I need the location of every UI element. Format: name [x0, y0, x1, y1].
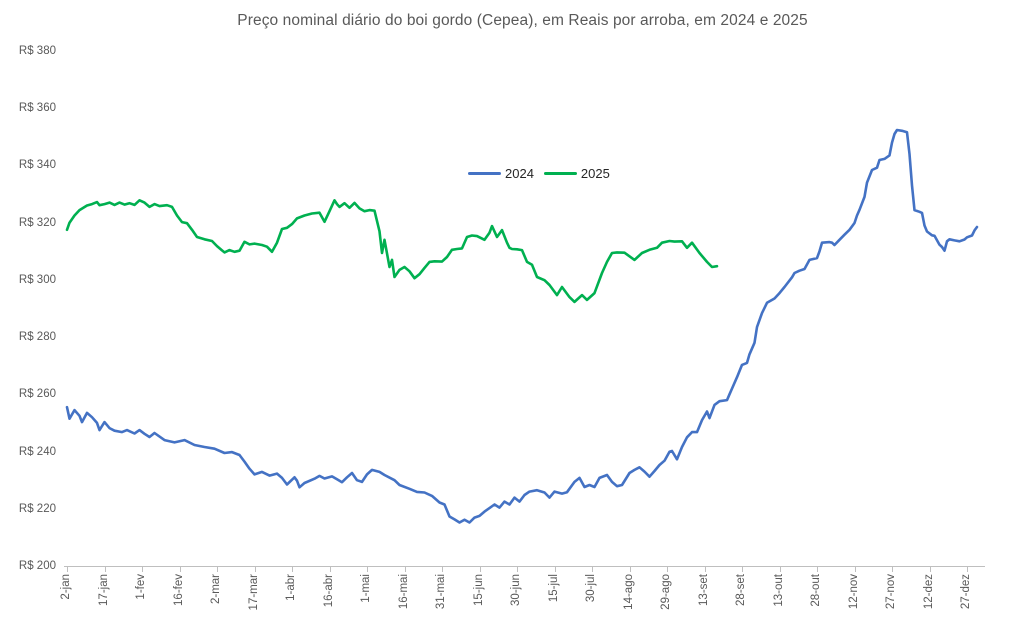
x-axis-tick — [217, 566, 218, 572]
x-axis-label: 28-out — [810, 574, 822, 607]
legend-label-2024: 2024 — [505, 166, 534, 181]
x-axis-tick — [479, 566, 481, 572]
x-axis-tick — [367, 566, 368, 572]
x-axis-tick — [442, 566, 443, 572]
x-axis-tick — [742, 566, 743, 572]
x-axis-label: 12-dez — [922, 574, 935, 610]
x-axis-label: 1-fev — [135, 574, 147, 600]
x-axis-label: 1-abr — [285, 574, 297, 601]
x-axis-tick — [817, 566, 818, 572]
x-axis-tick — [67, 566, 68, 572]
legend-line-2025-icon — [543, 172, 577, 175]
x-axis-tick — [667, 566, 668, 572]
legend-label-2025: 2025 — [580, 166, 610, 181]
x-axis-label: 28-set — [735, 574, 747, 606]
x-axis-label: 2-mar — [210, 574, 222, 605]
x-axis-tick — [179, 566, 181, 572]
x-axis-label: 12-nov — [847, 574, 860, 610]
chart-title: Preço nominal diário do boi gordo (Cepea… — [237, 12, 808, 29]
x-axis-tick — [329, 566, 331, 572]
x-axis-label: 30-jul — [585, 574, 597, 603]
x-axis-label: 16-fev — [172, 574, 185, 606]
x-axis-label: 14-ago — [622, 574, 635, 610]
x-axis-tick — [592, 566, 593, 572]
series-2024-line — [65, 128, 979, 524]
y-axis-label: R$ 380 — [18, 45, 56, 57]
x-axis-label: 16-mai — [397, 574, 410, 610]
legend-line-2024-icon — [468, 172, 501, 175]
x-axis-label: 15-jun — [472, 574, 485, 606]
x-axis-tick — [554, 566, 556, 572]
x-axis-label: 27-dez — [960, 574, 972, 610]
x-axis-label: 1-mai — [360, 574, 372, 603]
y-axis-label: R$ 300 — [18, 273, 56, 286]
x-axis-tick — [292, 566, 293, 572]
x-axis-tick — [404, 566, 406, 572]
series-2025-line — [65, 199, 719, 304]
x-axis-tick — [704, 566, 706, 572]
x-axis-label: 17-jan — [97, 574, 110, 606]
legend-item-2025: 2025 — [543, 166, 610, 181]
x-axis-tick — [892, 566, 893, 572]
y-axis-label: R$ 320 — [18, 216, 56, 229]
x-axis-tick — [854, 566, 856, 572]
y-axis-label: R$ 260 — [18, 388, 56, 401]
x-axis-tick — [142, 566, 143, 572]
x-axis-label: 13-set — [697, 574, 710, 606]
x-axis-tick — [254, 566, 256, 572]
x-axis-tick — [104, 566, 106, 572]
x-axis-tick — [967, 566, 968, 572]
legend-item-2024: 2024 — [468, 166, 534, 181]
x-axis-label: 15-jul — [547, 574, 560, 603]
x-axis-label: 2-jan — [60, 574, 72, 600]
x-axis-label: 16-abr — [322, 574, 335, 608]
y-axis-label: R$ 360 — [18, 102, 56, 115]
x-axis-tick — [779, 566, 781, 572]
x-axis-tick — [629, 566, 631, 572]
chart-legend: 2024 2025 — [468, 166, 610, 181]
y-axis-label: R$ 340 — [18, 159, 56, 172]
x-axis-tick — [517, 566, 518, 572]
x-axis-label: 30-jun — [510, 574, 522, 606]
x-axis-line — [64, 566, 985, 567]
x-axis-label: 13-out — [772, 574, 785, 607]
x-axis-label: 31-mai — [435, 574, 447, 610]
y-axis-label: R$ 280 — [18, 331, 56, 344]
y-axis-label: R$ 220 — [18, 502, 56, 515]
y-axis-label: R$ 240 — [18, 445, 56, 458]
x-axis-tick — [929, 566, 931, 572]
y-axis-label: R$ 200 — [18, 560, 56, 572]
x-axis-label: 29-ago — [660, 574, 672, 610]
x-axis-label: 17-mar — [247, 574, 260, 611]
x-axis-label: 27-nov — [885, 574, 897, 610]
